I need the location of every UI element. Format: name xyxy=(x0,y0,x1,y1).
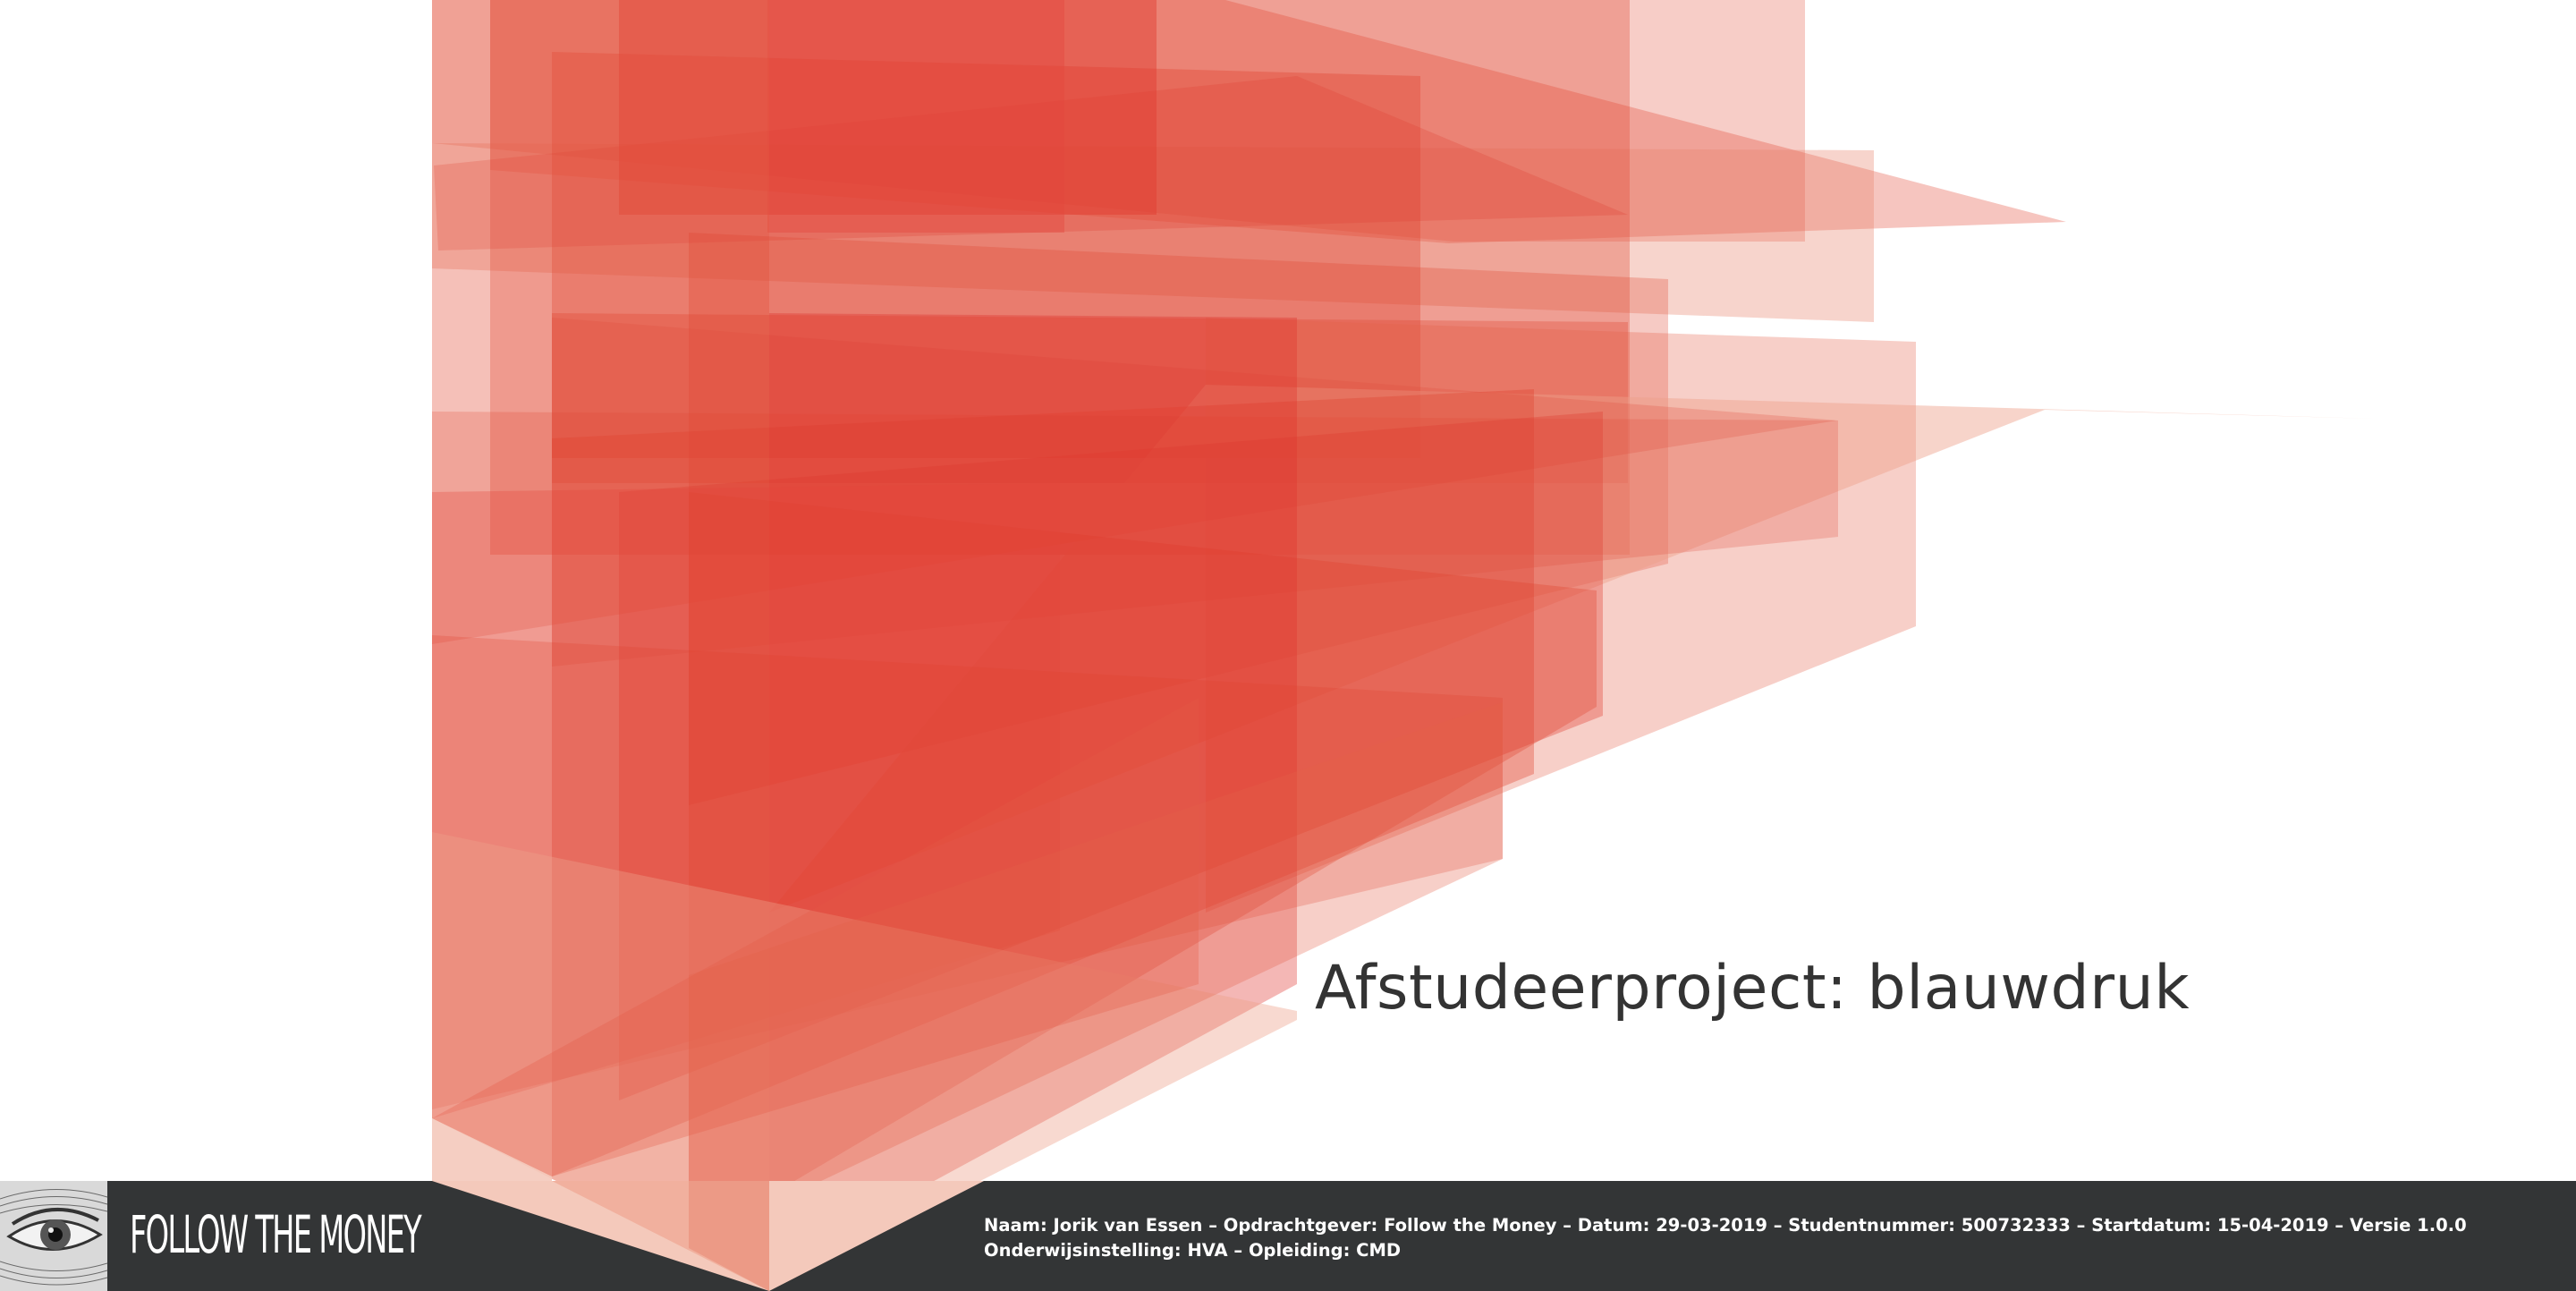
page-title: Afstudeerproject: blauwdruk xyxy=(1315,953,2190,1023)
footer-bar xyxy=(0,1181,2576,1291)
document-meta: Naam: Jorik van Essen – Opdrachtgever: F… xyxy=(984,1213,2558,1263)
engraved-eye-icon xyxy=(0,1181,107,1291)
planes-group xyxy=(432,0,2375,1288)
logo-wordmark: FOLLOW THE MONEY xyxy=(130,1204,422,1265)
meta-line: Naam: Jorik van Essen – Opdrachtgever: F… xyxy=(984,1215,2467,1236)
meta-line: Onderwijsinstelling: HVA – Opleiding: CM… xyxy=(984,1240,1402,1261)
